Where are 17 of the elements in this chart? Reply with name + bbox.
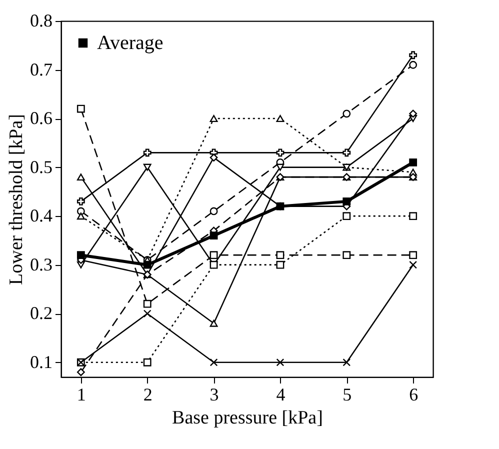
x-axis-title: Base pressure [kPa] <box>172 408 323 428</box>
y-tick-label: 0.4 <box>30 206 52 226</box>
x-tick-label: 4 <box>276 384 286 404</box>
x-tick-label: 6 <box>409 384 418 404</box>
y-tick-label: 0.3 <box>30 254 52 274</box>
y-tick-label: 0.5 <box>30 156 52 177</box>
y-tick-label: 0.2 <box>30 303 52 324</box>
legend-label: Average <box>97 32 164 54</box>
y-tick-label: 0.7 <box>30 59 52 80</box>
y-tick-label: 0.8 <box>30 10 52 30</box>
y-tick-label: 0.6 <box>30 108 52 128</box>
y-axis-title: Lower threshold [kPa] <box>6 114 27 285</box>
x-tick-label: 1 <box>76 384 86 404</box>
x-tick-label: 2 <box>143 384 152 404</box>
y-tick-label: 0.1 <box>30 352 52 372</box>
x-tick-label: 3 <box>210 384 219 404</box>
x-tick-label: 5 <box>342 384 352 404</box>
